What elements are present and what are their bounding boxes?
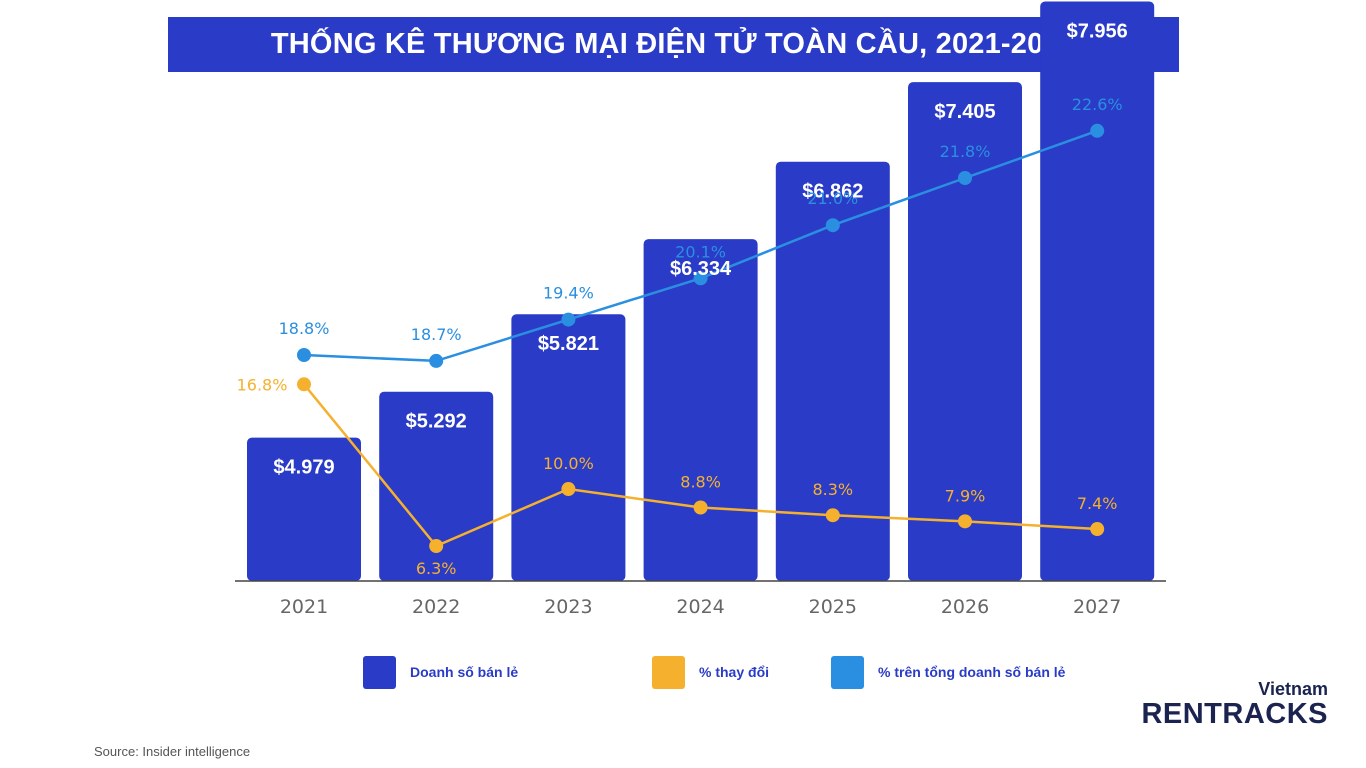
share-label-2021: 18.8% xyxy=(279,319,330,338)
x-tick-2024: 2024 xyxy=(676,596,724,618)
bar-2025 xyxy=(775,161,890,582)
share-point-2022 xyxy=(429,353,444,368)
legend-swatch-percent-change xyxy=(652,655,685,689)
bar-label-2023: $5.821 xyxy=(538,333,599,355)
x-tick-2025: 2025 xyxy=(809,596,857,618)
bar-label-2024: $6.334 xyxy=(670,258,732,280)
bar-2027 xyxy=(1040,1,1155,582)
legend-item-percent-change: % thay đổi xyxy=(652,655,769,689)
legend-label-percent-change: % thay đổi xyxy=(699,664,770,680)
source-note: Source: Insider intelligence xyxy=(94,744,251,759)
change-point-2027 xyxy=(1090,522,1105,537)
bar-2026 xyxy=(908,82,1022,581)
share-label-2025: 21.0% xyxy=(807,189,858,208)
change-label-2025: 8.3% xyxy=(812,480,853,499)
brand-logo: Vietnam RENTRACKS xyxy=(1141,680,1328,729)
share-point-2026 xyxy=(958,171,972,185)
share-point-2024 xyxy=(693,271,708,286)
change-label-2027: 7.4% xyxy=(1077,494,1118,513)
share-point-2021 xyxy=(297,348,311,362)
bar-label-2025: $6.862 xyxy=(802,181,863,203)
brand-logo-top: Vietnam xyxy=(1258,679,1328,699)
labels-layer: $4.979 $5.292 $5.821 $6.334 $6.862 $7.405 $7.9… xyxy=(237,20,1128,578)
change-point-2022 xyxy=(429,539,444,553)
chart-title: THỐNG KÊ THƯƠNG MẠI ĐIỆN TỬ TOÀN CẦU, 20… xyxy=(168,17,1179,72)
legend-swatch-retail-sales xyxy=(363,655,396,689)
change-label-2021: 16.8% xyxy=(237,375,288,394)
legend-label-share-of-retail: % trên tổng doanh số bán lẻ xyxy=(878,664,1066,680)
share-point-2027 xyxy=(1090,123,1105,138)
share-label-2026: 21.8% xyxy=(940,142,991,161)
change-point-2023 xyxy=(561,482,576,497)
share-label-2023: 19.4% xyxy=(543,284,594,303)
change-label-2022: 6.3% xyxy=(416,559,457,578)
bar-2024 xyxy=(643,239,758,581)
bar-2023 xyxy=(511,314,626,581)
legend-swatch-share-of-retail xyxy=(831,655,864,689)
bars-layer xyxy=(247,1,1155,582)
bar-2021 xyxy=(247,437,361,581)
x-tick-2027: 2027 xyxy=(1073,596,1121,618)
change-label-2024: 8.8% xyxy=(680,473,721,492)
change-point-2024 xyxy=(693,500,708,515)
bar-label-2021: $4.979 xyxy=(273,457,334,479)
change-point-2021 xyxy=(297,377,311,392)
x-tick-2023: 2023 xyxy=(544,596,592,618)
change-label-2026: 7.9% xyxy=(945,486,986,505)
share-label-2024: 20.1% xyxy=(675,242,726,261)
bar-label-2022: $5.292 xyxy=(406,411,467,433)
x-tick-2021: 2021 xyxy=(280,596,328,618)
change-point-2026 xyxy=(958,514,972,529)
share-point-2023 xyxy=(561,312,576,327)
share-label-2022: 18.7% xyxy=(411,325,462,344)
ticks-layer: 2021 2022 2023 2024 2025 2026 2027 xyxy=(280,596,1122,618)
share-label-2027: 22.6% xyxy=(1072,95,1123,114)
legend-label-retail-sales: Doanh số bán lẻ xyxy=(410,664,519,680)
change-point-2025 xyxy=(825,508,840,523)
bar-label-2026: $7.405 xyxy=(934,101,995,123)
share-point-2025 xyxy=(825,218,840,233)
x-tick-2026: 2026 xyxy=(941,596,989,618)
legend-item-retail-sales: Doanh số bán lẻ xyxy=(363,655,518,689)
change-label-2023: 10.0% xyxy=(543,454,594,473)
legend-item-share-of-retail: % trên tổng doanh số bán lẻ xyxy=(831,655,1065,689)
bar-label-2027: $7.956 xyxy=(1067,20,1128,42)
brand-logo-bottom: RENTRACKS xyxy=(1141,698,1328,730)
lines-layer xyxy=(297,123,1105,553)
x-tick-2022: 2022 xyxy=(412,596,460,618)
